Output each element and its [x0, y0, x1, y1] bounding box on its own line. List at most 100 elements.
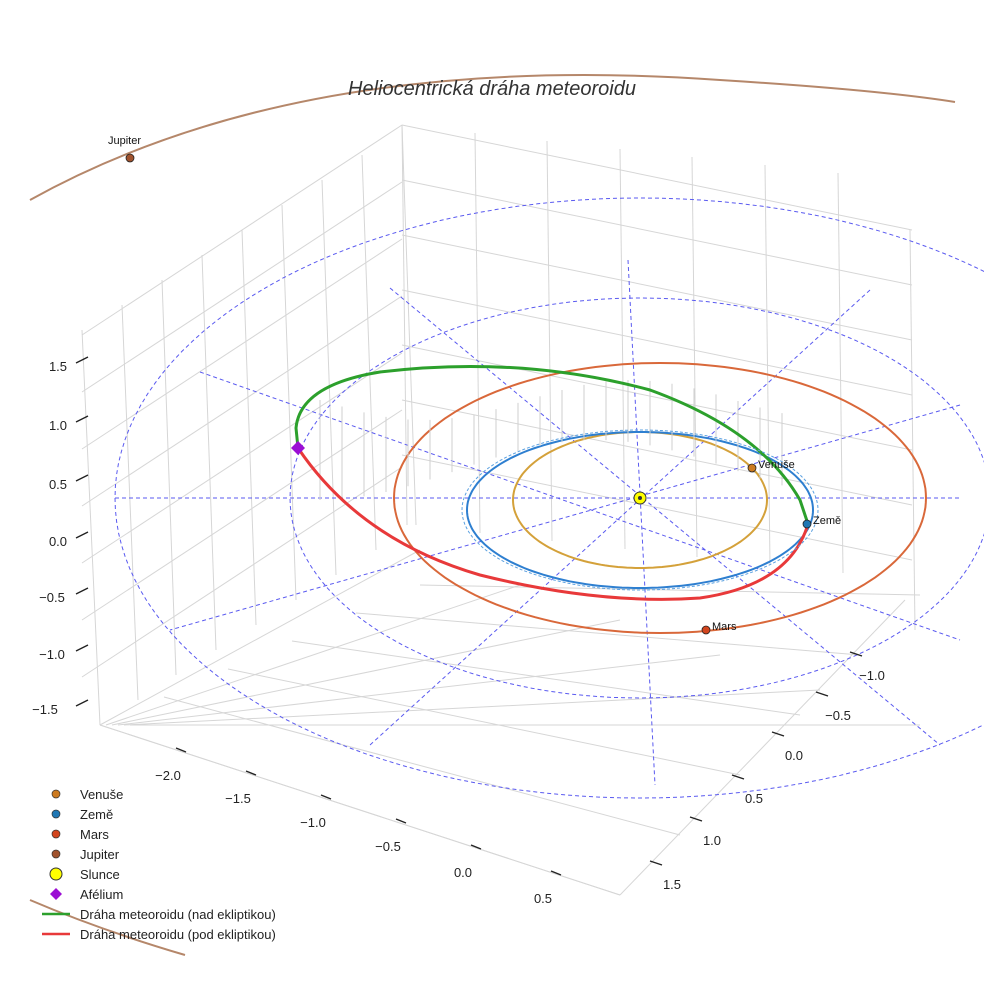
grid-line — [361, 154, 377, 551]
ecliptic-ring — [114, 197, 984, 799]
x-tick-label: −0.5 — [375, 839, 401, 854]
planet-marker-Země — [802, 519, 812, 529]
grid-line — [81, 466, 403, 678]
legend-swatch — [40, 784, 72, 804]
legend-swatch — [40, 824, 72, 844]
z-tick-label: −1.0 — [39, 647, 65, 662]
y-tick — [649, 860, 663, 866]
legend-item: Venuše — [40, 784, 276, 804]
grid-line — [291, 640, 801, 716]
axis-panes — [81, 124, 921, 896]
x-tick — [550, 870, 562, 876]
x-tick-label: 0.5 — [534, 891, 552, 906]
z-tick — [75, 415, 89, 423]
meteoroid-below — [296, 447, 810, 601]
planet-label-Venuše: Venuše — [758, 459, 795, 471]
legend-swatch — [40, 804, 72, 824]
grid-line — [227, 668, 741, 776]
ecliptic-spoke — [627, 259, 656, 786]
grid-line — [81, 329, 101, 726]
legend-label: Venuše — [80, 786, 124, 802]
y-tick-label: −0.5 — [825, 708, 851, 723]
planet-marker-Mars — [701, 625, 711, 635]
z-tick-label: 0.5 — [49, 477, 67, 492]
y-tick-label: 1.5 — [663, 877, 681, 892]
ecliptic-ring — [289, 297, 984, 699]
grid-line — [909, 229, 916, 631]
legend-item: Afélium — [40, 884, 276, 904]
x-tick — [395, 818, 407, 824]
grid-line — [81, 238, 403, 450]
ecliptic-spoke — [369, 289, 871, 746]
grid-line — [81, 295, 403, 507]
legend-label: Země — [80, 806, 114, 822]
grid-line — [281, 204, 297, 601]
legend-label: Mars — [80, 826, 109, 842]
grid-line — [401, 179, 913, 286]
ecliptic-spoke — [169, 404, 961, 631]
legend-swatch — [40, 844, 72, 864]
legend-label: Jupiter — [80, 846, 120, 862]
legend-marker — [50, 888, 62, 900]
legend-item: Země — [40, 804, 276, 824]
grid-line — [161, 279, 177, 676]
x-tick-label: −1.0 — [300, 815, 326, 830]
x-tick-label: −1.5 — [225, 791, 251, 806]
legend-marker — [51, 849, 61, 859]
planet-marker-Venuše — [747, 463, 757, 473]
y-tick — [771, 731, 785, 737]
grid-line — [81, 409, 403, 621]
z-tick-label: −1.5 — [32, 702, 58, 717]
grid-line — [401, 289, 913, 396]
legend: Venuše Země Mars Jupiter Slunce Afélium Dráha … — [40, 784, 276, 944]
y-tick — [815, 691, 829, 697]
legend-label: Dráha meteoroidu (nad ekliptikou) — [80, 906, 276, 922]
planet-orbits — [29, 74, 956, 956]
y-tick-label: −1.0 — [859, 668, 885, 683]
legend-item: Slunce — [40, 864, 276, 884]
z-tick-label: −0.5 — [39, 590, 65, 605]
grid-line — [321, 179, 337, 576]
grid-line — [474, 132, 481, 534]
x-tick — [175, 747, 187, 753]
axis-line — [619, 599, 906, 896]
legend-item: Dráha meteoroidu (pod ekliptikou) — [40, 924, 276, 944]
y-tick-label: 0.5 — [745, 791, 763, 806]
orbit-Venuše — [511, 431, 768, 569]
legend-swatch — [40, 864, 72, 884]
grid-line — [401, 234, 913, 341]
ecliptic-spoke — [389, 287, 941, 746]
y-tick-label: 0.0 — [785, 748, 803, 763]
meteoroid-orbit — [294, 364, 819, 601]
grid-line — [401, 399, 913, 506]
grid-line — [241, 229, 257, 626]
aphelion-marker — [291, 441, 305, 455]
z-tick — [75, 531, 89, 539]
x-tick — [470, 844, 482, 850]
x-tick-label: 0.0 — [454, 865, 472, 880]
grid-line — [355, 612, 861, 656]
chart-markers: Venuše Země Mars Jupiter — [108, 135, 841, 635]
y-tick-label: 1.0 — [703, 833, 721, 848]
x-tick — [320, 794, 332, 800]
grid-line — [81, 181, 403, 393]
grid-line — [546, 140, 553, 542]
z-tick-label: 0.0 — [49, 534, 67, 549]
y-tick — [689, 816, 703, 822]
grid-line — [401, 124, 417, 526]
y-tick — [849, 651, 863, 657]
ecliptic-grid — [114, 197, 984, 799]
legend-label: Afélium — [80, 886, 124, 902]
x-tick-label: −2.0 — [155, 768, 181, 783]
grid-line — [123, 689, 821, 726]
grid-line — [691, 156, 698, 558]
axis-line — [99, 724, 621, 896]
grid-line — [99, 549, 421, 726]
earth-orbit-echo — [461, 429, 819, 591]
grid-line — [419, 584, 921, 596]
grid-line — [401, 124, 913, 231]
planet-label-Mars: Mars — [712, 621, 737, 633]
z-tick — [75, 356, 89, 364]
